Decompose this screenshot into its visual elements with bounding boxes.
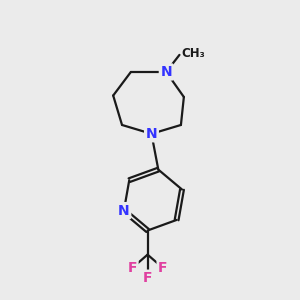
Text: F: F — [158, 261, 168, 275]
Text: CH₃: CH₃ — [182, 47, 205, 60]
Text: N: N — [146, 127, 157, 141]
Text: N: N — [118, 204, 130, 218]
Text: N: N — [160, 65, 172, 79]
Text: F: F — [128, 261, 137, 275]
Text: F: F — [143, 271, 152, 285]
